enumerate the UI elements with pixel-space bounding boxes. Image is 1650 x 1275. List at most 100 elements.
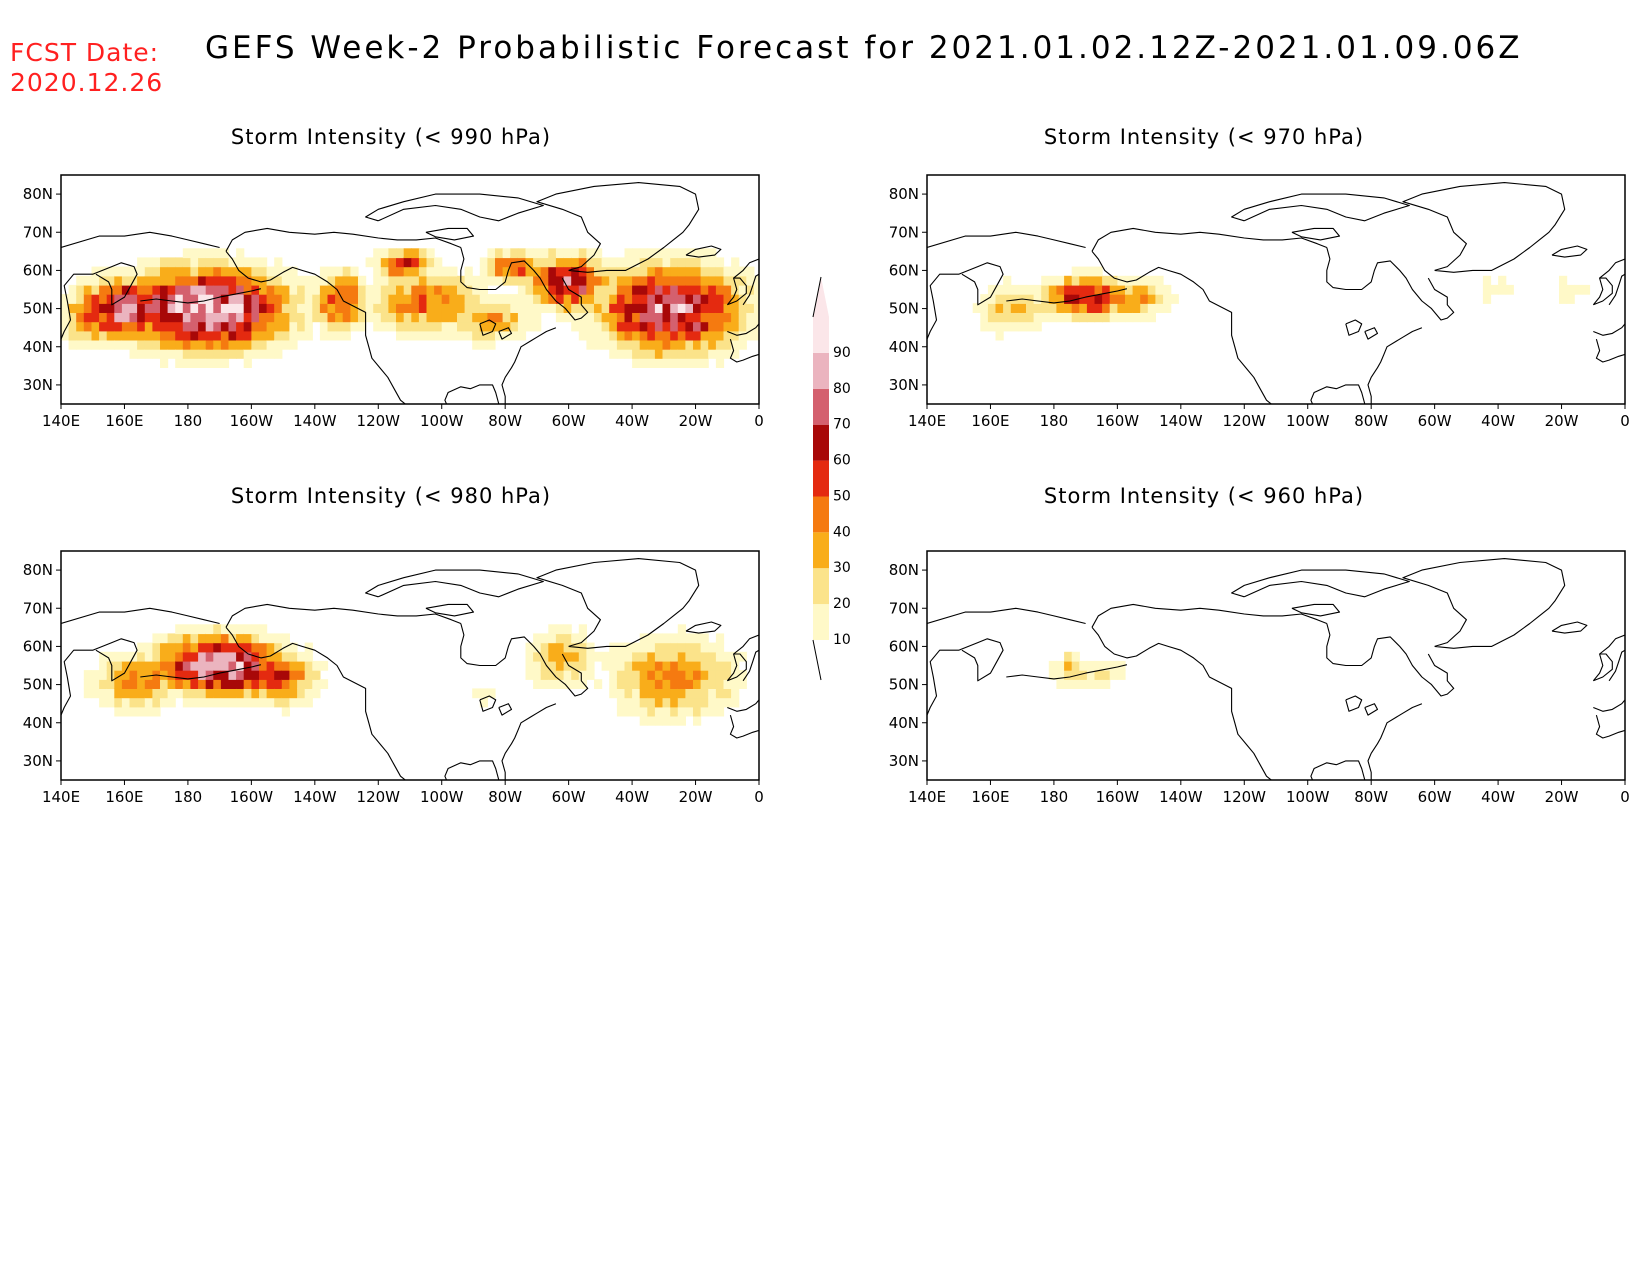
probability-cell — [525, 642, 534, 653]
probability-cell — [380, 284, 389, 295]
probability-cell — [335, 312, 344, 323]
probability-cell — [685, 339, 694, 350]
coastline — [1091, 626, 1273, 780]
probability-cell — [182, 294, 191, 304]
probability-cell — [693, 688, 702, 699]
probability-cell — [228, 275, 237, 286]
probability-cell — [464, 266, 473, 277]
lon-tick-label: 160E — [971, 412, 1009, 430]
colorbar-swatch — [813, 568, 829, 605]
probability-cell — [723, 330, 732, 341]
probability-cell — [708, 257, 717, 268]
probability-cell — [563, 670, 572, 680]
probability-cell — [297, 679, 306, 689]
probability-cell — [236, 633, 245, 644]
probability-cell — [175, 679, 184, 689]
probability-cell — [555, 294, 565, 304]
probability-cell — [693, 679, 702, 689]
probability-cell — [571, 248, 580, 259]
coastline — [1091, 250, 1273, 404]
probability-cell — [236, 284, 245, 295]
probability-cell — [1147, 284, 1156, 295]
probability-cell — [731, 284, 740, 295]
probability-cell — [1071, 679, 1080, 689]
probability-cell — [738, 312, 747, 323]
probability-cell — [167, 679, 176, 689]
probability-cell — [654, 321, 664, 332]
probability-cell — [670, 688, 679, 699]
probability-cell — [228, 339, 237, 350]
probability-cell — [723, 312, 732, 323]
probability-cell — [670, 303, 679, 313]
map-frame — [60, 174, 760, 405]
probability-cell — [251, 679, 260, 689]
probability-cell — [487, 257, 496, 268]
probability-cell — [342, 266, 351, 277]
probability-cell — [129, 660, 138, 671]
probability-cell — [304, 688, 313, 699]
probability-cell — [1086, 670, 1096, 680]
probability-cell — [624, 248, 633, 259]
colorbar-label: 10 — [833, 632, 851, 648]
probability-cell — [259, 642, 268, 653]
probability-cell — [449, 312, 458, 323]
probability-cell — [616, 688, 626, 699]
probability-cell — [281, 266, 290, 277]
coastline — [479, 695, 497, 712]
probability-cell — [167, 349, 176, 359]
probability-cell — [624, 660, 633, 671]
probability-cell — [68, 321, 77, 332]
probability-cell — [517, 284, 527, 295]
probability-cell — [555, 303, 565, 313]
probability-cell — [144, 688, 153, 699]
probability-cell — [441, 266, 450, 277]
probability-cell — [1026, 294, 1035, 304]
probability-cell — [68, 294, 77, 304]
probability-cell — [594, 651, 603, 662]
probability-cell — [160, 294, 169, 304]
probability-cell — [1064, 284, 1073, 295]
probability-cell — [723, 339, 732, 350]
probability-cell — [555, 248, 565, 259]
probability-cell — [243, 358, 252, 368]
probability-cell — [571, 257, 580, 268]
lon-tick-label: 120W — [357, 412, 401, 430]
probability-cell — [228, 303, 237, 313]
probability-cell — [411, 303, 420, 313]
probability-cell — [616, 670, 626, 680]
probability-cell — [68, 330, 77, 341]
coastline — [1345, 695, 1363, 712]
probability-cell — [144, 330, 153, 341]
probability-cell — [251, 312, 260, 323]
probability-cell — [175, 303, 184, 313]
probability-cell — [388, 321, 397, 332]
probability-cell — [335, 284, 344, 295]
probability-cell — [160, 266, 169, 277]
probability-cell — [434, 266, 443, 277]
probability-cell — [1109, 284, 1118, 295]
probability-cell — [525, 294, 534, 304]
probability-cell — [639, 257, 648, 268]
probability-cell — [1094, 679, 1103, 689]
probability-cell — [289, 642, 298, 653]
probability-cell — [563, 660, 572, 671]
probability-cell — [555, 312, 565, 323]
probability-cell — [251, 670, 260, 680]
probability-cell — [647, 358, 656, 368]
probability-cell — [137, 660, 146, 671]
probability-cell — [517, 275, 527, 286]
probability-cell — [198, 266, 207, 277]
probability-cell — [350, 321, 359, 332]
map-frame — [926, 174, 1626, 405]
probability-cell — [738, 284, 747, 295]
probability-cell — [525, 266, 534, 277]
probability-cell — [182, 660, 191, 671]
probability-cell — [662, 330, 671, 341]
probability-cell — [129, 697, 138, 708]
probability-cell — [121, 670, 131, 680]
probability-cell — [76, 303, 85, 313]
probability-cell — [205, 697, 214, 708]
probability-cell — [312, 670, 321, 680]
probability-cell — [624, 697, 633, 708]
probability-cell — [708, 660, 717, 671]
